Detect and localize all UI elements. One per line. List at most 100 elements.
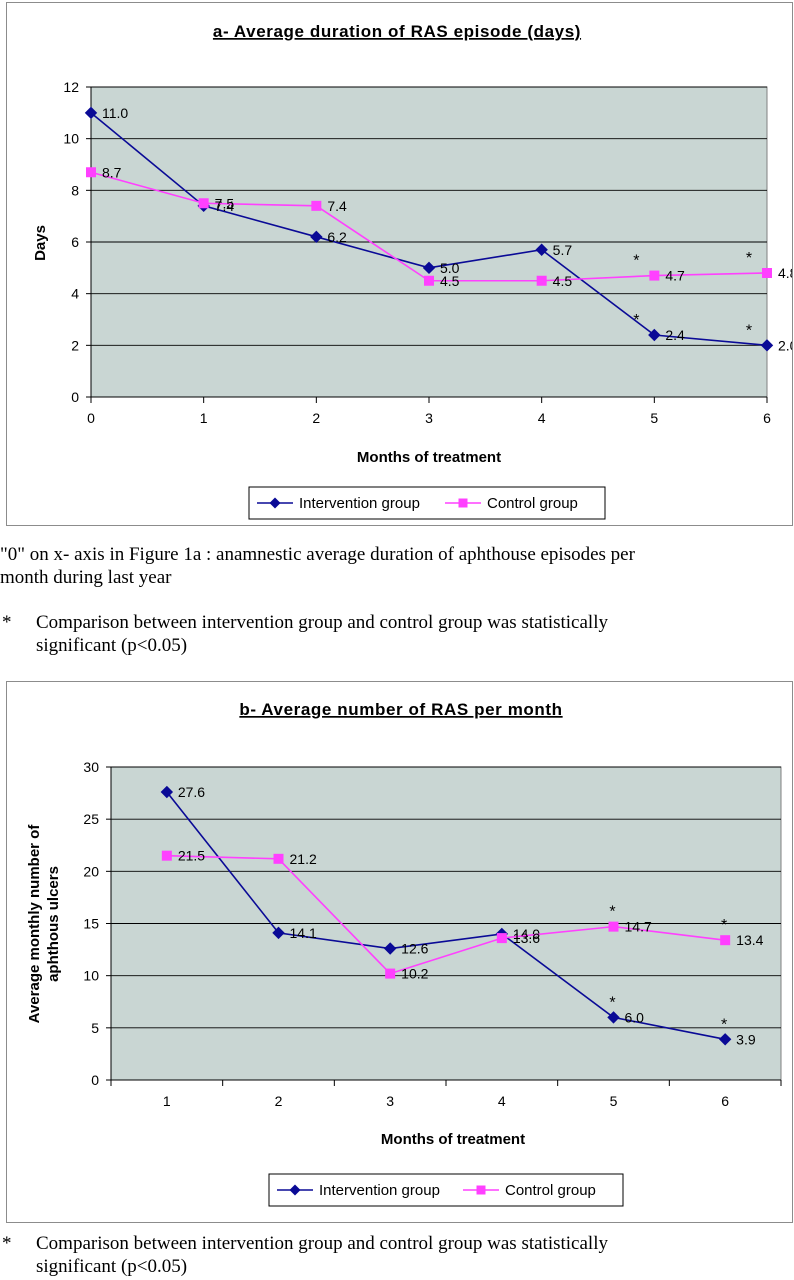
legend <box>248 486 606 520</box>
data-label: 8.7 <box>102 164 122 180</box>
y-tick-label: 25 <box>83 811 99 827</box>
x-tick-label: 3 <box>386 1093 394 1109</box>
data-point <box>536 275 547 286</box>
data-point <box>718 1033 732 1046</box>
zero-note: "0" on x- axis in Figure 1a : anamnestic… <box>0 543 794 589</box>
series-line-control <box>166 854 726 975</box>
data-label: 5.0 <box>440 260 460 276</box>
data-point <box>424 275 434 286</box>
data-label: 6.2 <box>327 229 347 245</box>
y-tick-label: 10 <box>63 131 79 147</box>
data-label: 4.7 <box>665 268 685 284</box>
y-tick-label: 10 <box>83 968 99 984</box>
y-tick-label: 0 <box>91 1072 99 1088</box>
x-tick-label: 0 <box>87 410 95 426</box>
y-tick-label: 12 <box>63 79 79 95</box>
y-tick-label: 30 <box>83 759 99 775</box>
legend-marker <box>458 498 468 508</box>
legend-label-control: Control group <box>487 495 578 512</box>
x-tick-label: 5 <box>610 1093 618 1109</box>
data-label: 4.8 <box>778 265 792 281</box>
data-point <box>161 850 172 861</box>
significance-star: * <box>633 253 639 270</box>
y-axis-label: Days <box>32 225 49 261</box>
data-point <box>607 1011 620 1024</box>
x-tick-label: 4 <box>538 410 546 426</box>
significance-note-2-line-1: Comparison between intervention group an… <box>36 1233 608 1254</box>
significance-note-1: Comparison between intervention group an… <box>36 611 786 657</box>
zero-note-line-2: month during last year <box>0 567 172 588</box>
x-tick-label: 6 <box>721 1093 729 1109</box>
data-point <box>760 339 774 352</box>
data-point <box>720 935 731 946</box>
data-point <box>272 926 285 940</box>
data-point <box>86 167 96 178</box>
data-label: 2.4 <box>665 327 685 343</box>
y-axis-label-line: aphthous ulcers <box>45 866 62 982</box>
y-tick-label: 4 <box>71 286 79 302</box>
legend-label-intervention: Intervention group <box>319 1182 440 1199</box>
data-label: 27.6 <box>178 784 205 800</box>
data-label: 7.5 <box>215 195 235 211</box>
data-point <box>496 933 507 944</box>
y-tick-label: 6 <box>71 234 79 250</box>
legend-marker <box>476 1185 486 1195</box>
x-axis-label: Months of treatment <box>381 1131 525 1148</box>
data-label: 7.4 <box>327 198 347 214</box>
significance-note-2: Comparison between intervention group an… <box>36 1232 786 1278</box>
chart-a-panel: a- Average duration of RAS episode (days… <box>6 2 793 526</box>
y-tick-label: 20 <box>83 863 99 879</box>
x-tick-label: 6 <box>763 410 771 426</box>
x-tick-label: 2 <box>275 1093 283 1109</box>
data-label: 21.2 <box>290 851 317 867</box>
data-label: 13.4 <box>736 932 763 948</box>
significance-star: * <box>746 322 752 339</box>
data-point <box>649 270 660 281</box>
x-axis-label: Months of treatment <box>357 449 501 466</box>
series-line-intervention <box>166 791 726 1041</box>
x-tick-label: 2 <box>312 410 320 426</box>
legend <box>268 1173 624 1207</box>
significance-note-1-line-1: Comparison between intervention group an… <box>36 612 608 633</box>
significance-star: * <box>633 312 639 329</box>
data-label: 21.5 <box>178 848 205 864</box>
y-axis-label: Average monthly number of aphthous ulcers <box>26 824 62 1024</box>
data-label: 12.6 <box>401 941 428 957</box>
data-point <box>311 200 322 211</box>
data-label: 13.6 <box>513 930 540 946</box>
y-tick-label: 15 <box>83 916 99 932</box>
y-axis-label-line: Average monthly number of <box>26 824 43 1024</box>
chart-b: b- Average number of RAS per month051015… <box>26 700 782 1207</box>
legend-label-intervention: Intervention group <box>299 495 420 512</box>
significance-star: * <box>721 1016 727 1033</box>
significance-note-2-line-2: significant (p<0.05) <box>36 1256 188 1277</box>
data-label: 14.0 <box>513 926 540 942</box>
y-tick-label: 5 <box>91 1020 99 1036</box>
data-label: 11.0 <box>102 105 128 121</box>
x-tick-label: 4 <box>498 1093 506 1109</box>
significance-star: * <box>746 250 752 267</box>
y-tick-label: 2 <box>71 337 79 353</box>
significance-star: * <box>609 994 615 1011</box>
data-point <box>648 328 661 342</box>
data-label: 7.4 <box>215 198 235 214</box>
data-label: 14.1 <box>290 925 317 941</box>
data-point <box>535 243 548 256</box>
data-point <box>762 268 772 278</box>
chart-a: a- Average duration of RAS episode (days… <box>32 22 792 520</box>
chart-b-panel: b- Average number of RAS per month 0 5 10 15… <box>6 681 793 1223</box>
x-tick-label: 5 <box>650 410 658 426</box>
legend-label-control: Control group <box>505 1182 596 1199</box>
significance-star: * <box>721 917 727 934</box>
x-tick-label: 1 <box>163 1093 171 1109</box>
data-point <box>160 785 174 799</box>
data-point <box>608 921 619 932</box>
data-label: 3.9 <box>736 1031 756 1047</box>
significance-star: * <box>609 904 615 921</box>
y-tick-label: 8 <box>71 182 79 198</box>
zero-note-line-1: "0" on x- axis in Figure 1a : anamnestic… <box>0 544 635 565</box>
data-label: 4.5 <box>440 273 460 289</box>
data-label: 4.5 <box>553 273 573 289</box>
data-label: 10.2 <box>401 966 428 982</box>
chart-title: b- Average number of RAS per month <box>239 700 562 719</box>
